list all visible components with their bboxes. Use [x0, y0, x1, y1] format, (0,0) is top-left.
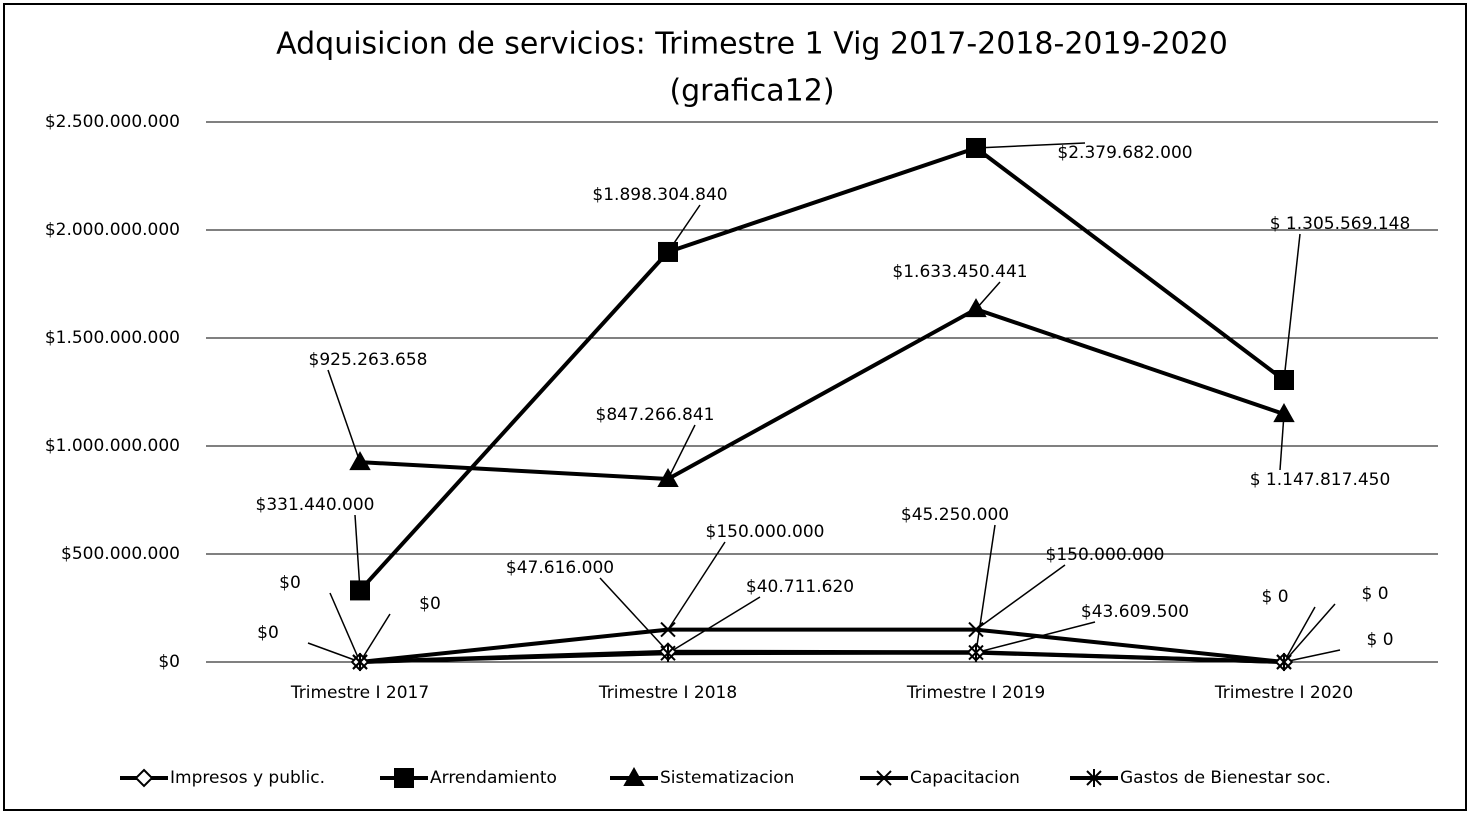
chart-border [3, 3, 1467, 811]
marker [660, 644, 676, 663]
data-label: $2.379.682.000 [1057, 143, 1192, 163]
leader-line [1283, 606, 1316, 663]
marker [658, 241, 678, 262]
data-label: $ 0 [1261, 587, 1288, 607]
x-tick-label: Trimestre I 2018 [598, 683, 737, 703]
leader-line [975, 281, 1001, 310]
marker [1274, 369, 1294, 390]
legend-marker [876, 770, 892, 786]
y-tick-label: $0 [158, 652, 180, 672]
leader-line [1283, 603, 1336, 663]
marker [965, 298, 987, 318]
legend-label: Impresos y public. [170, 768, 325, 788]
series-line [358, 145, 1286, 592]
data-label: $ 0 [1361, 584, 1388, 604]
data-label: $150.000.000 [1046, 545, 1165, 565]
data-label: $150.000.000 [706, 522, 825, 542]
legend-marker [394, 768, 414, 788]
leader-line [307, 642, 361, 663]
marker [966, 137, 986, 158]
marker [349, 451, 371, 471]
leader-line [1279, 414, 1285, 471]
data-label: $45.250.000 [901, 505, 1009, 525]
marker [968, 643, 984, 662]
data-label: $847.266.841 [596, 405, 715, 425]
legend-marker [1086, 769, 1102, 787]
data-label: $0 [257, 623, 279, 643]
marker [1276, 653, 1292, 671]
data-label: $40.711.620 [746, 577, 854, 597]
x-tick-label: Trimestre I 2019 [906, 683, 1045, 703]
leader-line [667, 541, 726, 631]
data-label: $0 [279, 573, 301, 593]
leader-line [975, 564, 1066, 631]
series-line [359, 306, 1285, 482]
leader-line [975, 621, 1096, 654]
y-tick-label: $2.500.000.000 [45, 112, 180, 132]
legend-label: Sistematizacion [660, 768, 794, 788]
chart-subtitle: (grafica12) [669, 74, 834, 109]
marker [352, 653, 368, 671]
data-label: $925.263.658 [309, 350, 428, 370]
y-tick-label: $1.000.000.000 [45, 436, 180, 456]
y-tick-label: $1.500.000.000 [45, 328, 180, 348]
legend-label: Gastos de Bienestar soc. [1120, 768, 1331, 788]
y-tick-label: $500.000.000 [61, 544, 180, 564]
marker [350, 580, 370, 601]
marker [657, 467, 679, 487]
legend-label: Capacitacion [910, 768, 1020, 788]
leader-line [1283, 233, 1301, 381]
legend-marker [623, 766, 645, 786]
series-line [359, 627, 1285, 664]
data-label: $1.633.450.441 [892, 262, 1027, 282]
marker [1273, 403, 1295, 423]
data-label: $1.898.304.840 [592, 185, 727, 205]
legend-marker [134, 768, 154, 788]
leader-line [667, 424, 696, 480]
x-tick-label: Trimestre I 2020 [1214, 683, 1353, 703]
marker [660, 621, 676, 638]
x-tick-label: Trimestre I 2017 [290, 683, 429, 703]
chart-title: Adquisicion de servicios: Trimestre 1 Vi… [276, 27, 1228, 62]
data-label: $331.440.000 [256, 495, 375, 515]
data-label: $47.616.000 [506, 558, 614, 578]
marker [968, 621, 984, 638]
leader-line [1283, 649, 1341, 663]
leader-line [975, 142, 1086, 149]
leader-line [354, 514, 361, 591]
data-label: $43.609.500 [1081, 602, 1189, 622]
leader-line [599, 577, 669, 653]
leader-line [359, 613, 391, 663]
y-tick-label: $2.000.000.000 [45, 220, 180, 240]
data-label: $ 0 [1366, 630, 1393, 650]
leader-line [329, 592, 361, 663]
leader-line [327, 369, 361, 463]
legend-label: Arrendamiento [430, 768, 557, 788]
data-label: $ 1.147.817.450 [1250, 470, 1391, 490]
series-line [359, 650, 1285, 664]
data-label: $ 1.305.569.148 [1270, 214, 1411, 234]
data-label: $0 [419, 594, 441, 614]
leader-line [667, 596, 761, 654]
